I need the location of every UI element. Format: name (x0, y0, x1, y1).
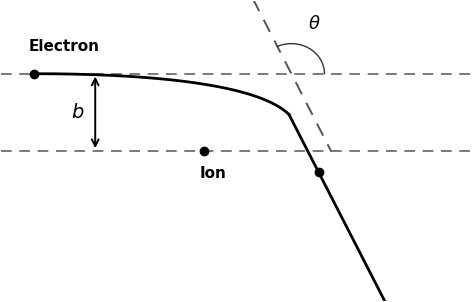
Text: Electron: Electron (29, 39, 100, 54)
Text: Ion: Ion (200, 166, 227, 181)
Text: θ: θ (309, 15, 319, 33)
Text: b: b (71, 103, 83, 122)
